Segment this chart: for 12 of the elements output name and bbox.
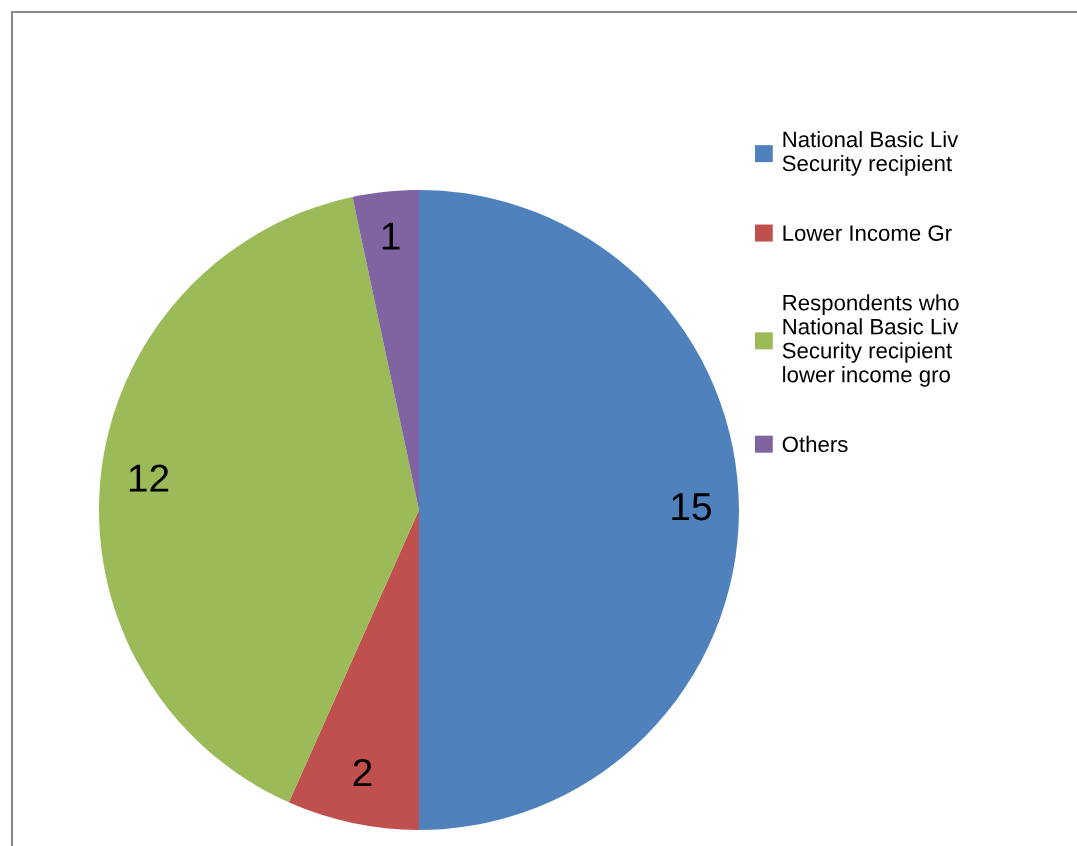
- pie-slice: [99, 196, 419, 803]
- legend-label: National Basic Liv Security recipient: [782, 131, 959, 176]
- data-label: 1: [382, 222, 400, 250]
- pie-slice: [288, 510, 419, 830]
- legend-label: Lower Income Gr: [783, 225, 952, 241]
- pie-slice: [352, 190, 419, 510]
- pie-slice: [419, 190, 739, 830]
- data-label: 12: [129, 464, 169, 492]
- legend-label: Others: [782, 435, 848, 453]
- legend-label: Respondents who National Basic Liv Security recipient lower income gro: [782, 294, 959, 387]
- data-label: 2: [353, 758, 372, 787]
- data-label: 15: [672, 493, 711, 521]
